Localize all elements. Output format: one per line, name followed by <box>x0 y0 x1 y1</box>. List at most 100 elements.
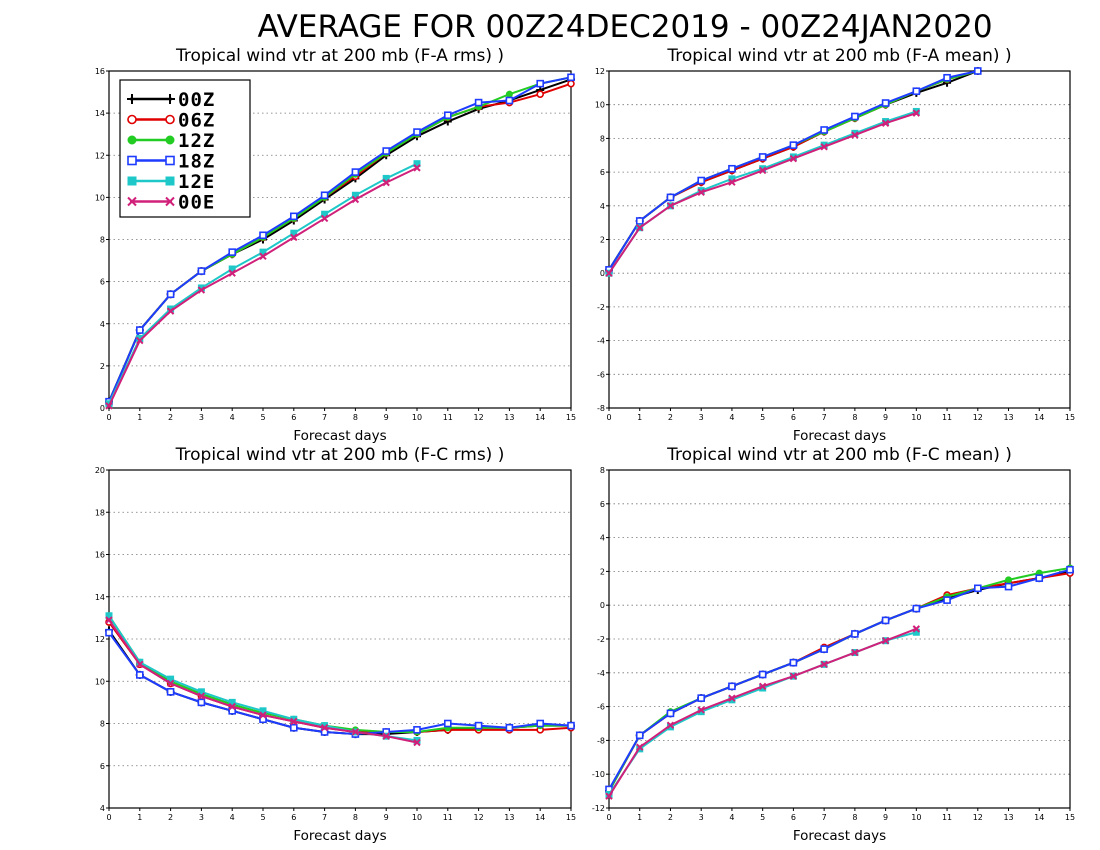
data-point <box>228 269 236 277</box>
x-tick-label: 3 <box>699 413 704 422</box>
data-point <box>505 90 513 98</box>
x-tick-label: 4 <box>729 813 734 822</box>
data-point <box>197 286 206 294</box>
data-point <box>758 682 767 691</box>
y-tick-label: 2 <box>600 236 605 245</box>
series-line <box>608 570 1071 792</box>
data-point <box>636 223 644 232</box>
data-point <box>1035 574 1044 582</box>
x-tick-label: 9 <box>384 813 389 822</box>
y-tick-label: 16 <box>95 67 105 76</box>
data-point <box>1004 582 1013 591</box>
x-tick-label: 13 <box>504 413 514 422</box>
x-tick-label: 10 <box>911 413 921 422</box>
x-tick-label: 9 <box>883 413 888 422</box>
data-point <box>943 596 951 604</box>
series-12z <box>605 67 982 274</box>
series-line <box>608 572 1071 792</box>
y-tick-label: -4 <box>597 669 605 678</box>
data-point <box>136 326 144 334</box>
series-line <box>608 70 979 271</box>
legend-marker <box>165 114 175 125</box>
data-point <box>666 721 675 729</box>
series-18z <box>605 67 982 274</box>
data-point <box>635 217 644 225</box>
data-point <box>666 709 675 718</box>
x-tick-label: 13 <box>504 813 514 822</box>
y-tick-label: -2 <box>597 303 605 312</box>
y-tick-label: 8 <box>100 236 105 245</box>
x-tick-label: 1 <box>637 413 642 422</box>
chart-panel-3: Tropical wind vtr at 200 mb (F-C rms) ) 4… <box>95 445 576 844</box>
data-point <box>259 231 267 240</box>
series-12e <box>605 628 920 798</box>
data-point <box>1005 576 1013 584</box>
x-tick-label: 4 <box>230 813 235 822</box>
x-tick-label: 0 <box>106 413 111 422</box>
y-tick-label: -4 <box>597 337 605 346</box>
x-axis-label: Forecast days <box>293 828 386 844</box>
legend-marker <box>127 135 137 145</box>
data-point <box>820 143 828 151</box>
legend-label: 18Z <box>178 151 215 173</box>
y-tick-label: -6 <box>597 703 605 712</box>
x-tick-label: 8 <box>353 413 358 422</box>
chart-panels: Tropical wind vtr at 200 mb (F-A rms) ) 0… <box>95 46 1075 844</box>
x-tick-label: 15 <box>566 813 576 822</box>
y-tick-label: 20 <box>95 466 105 475</box>
data-point <box>320 191 329 200</box>
x-tick-label: 15 <box>566 413 576 422</box>
data-point <box>851 131 859 139</box>
y-tick-label: 6 <box>600 168 605 177</box>
series-06z <box>105 618 575 736</box>
x-tick-label: 7 <box>322 813 327 822</box>
y-tick-label: 8 <box>600 466 605 475</box>
data-point <box>666 202 675 210</box>
x-tick-label: 2 <box>668 813 673 822</box>
x-tick-label: 7 <box>322 413 327 422</box>
y-tick-label: 0 <box>600 269 605 278</box>
data-point <box>789 658 798 667</box>
data-point <box>973 584 982 593</box>
series-line <box>608 568 1071 790</box>
y-tick-label: 2 <box>100 362 105 371</box>
data-point <box>443 111 452 120</box>
legend-entry-12z: 12Z <box>127 130 214 152</box>
series-line <box>108 615 571 733</box>
data-point <box>105 616 113 624</box>
data-point <box>697 188 705 197</box>
x-axis-label: Forecast days <box>793 828 886 844</box>
data-point <box>881 119 890 127</box>
data-point <box>567 73 575 82</box>
data-point <box>820 660 828 669</box>
y-tick-label: -8 <box>597 736 605 745</box>
data-point <box>105 402 113 410</box>
y-tick-label: 12 <box>95 635 105 644</box>
data-point <box>474 98 483 107</box>
y-tick-label: -6 <box>597 370 605 379</box>
y-tick-label: 14 <box>95 109 105 118</box>
y-tick-label: 10 <box>95 677 105 686</box>
data-point <box>789 672 798 680</box>
data-point <box>636 743 644 751</box>
data-point <box>851 630 859 638</box>
x-tick-label: 0 <box>606 413 611 422</box>
data-point <box>728 682 736 691</box>
x-tick-label: 12 <box>474 413 484 422</box>
data-point <box>105 628 113 637</box>
series-06z <box>605 67 982 274</box>
series-line <box>108 621 572 733</box>
data-point <box>228 702 236 711</box>
x-tick-label: 11 <box>942 413 952 422</box>
x-tick-label: 14 <box>535 813 545 822</box>
series-00z <box>605 67 982 274</box>
data-point <box>413 128 421 136</box>
series-06z <box>605 569 1074 795</box>
panel-title: Tropical wind vtr at 200 mb (F-A rms) ) <box>175 46 504 66</box>
series-line <box>608 631 917 796</box>
data-point <box>382 147 391 155</box>
x-tick-label: 15 <box>1065 413 1075 422</box>
chart-panel-2: Tropical wind vtr at 200 mb (F-A mean) )… <box>595 46 1075 444</box>
y-tick-label: -12 <box>592 804 605 813</box>
series-00e <box>605 109 921 277</box>
